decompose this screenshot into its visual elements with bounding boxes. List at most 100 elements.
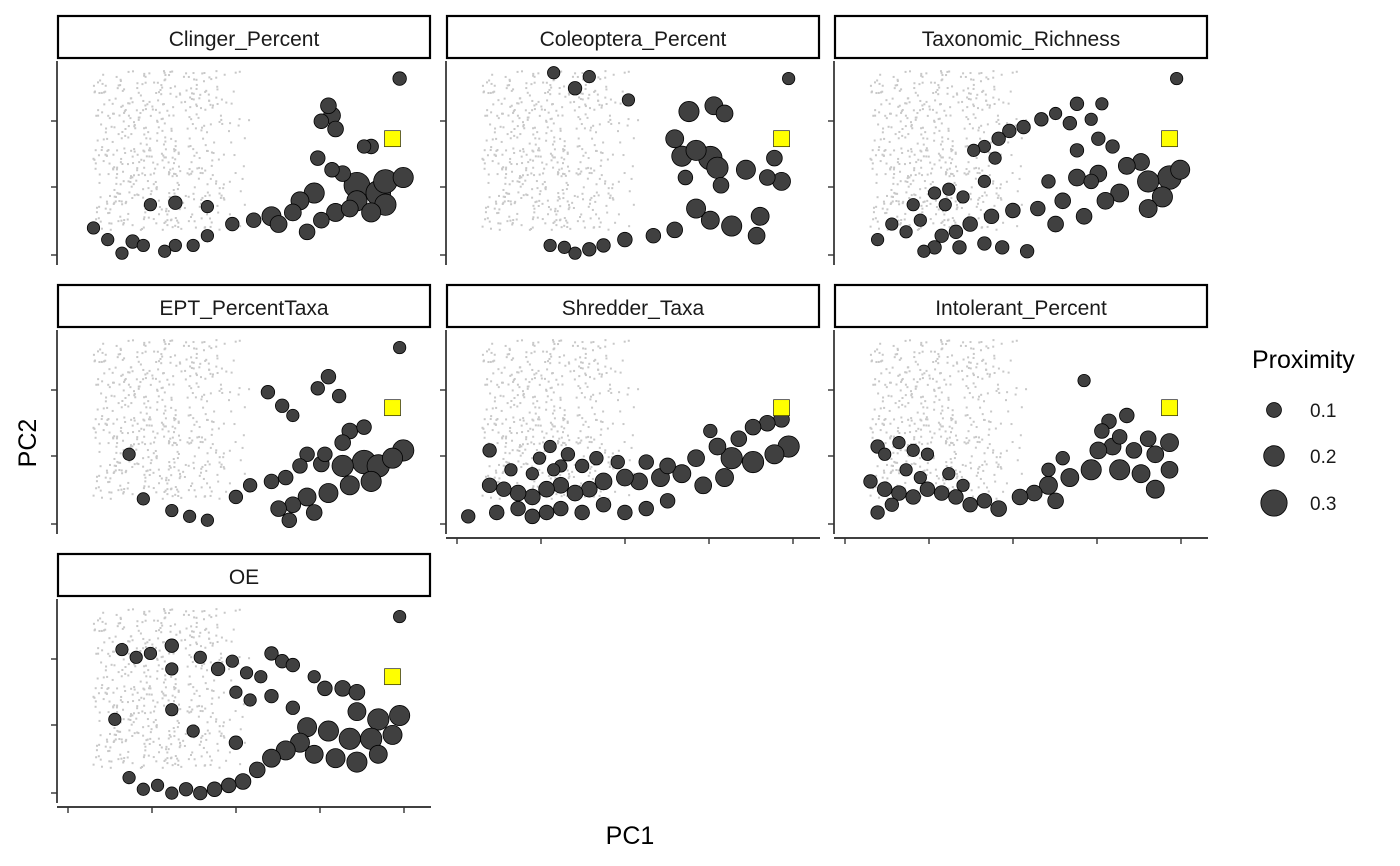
- background-point: [584, 382, 587, 385]
- background-point: [143, 671, 146, 674]
- x-axis-title: PC1: [606, 822, 655, 850]
- background-point: [491, 73, 494, 76]
- panel: Clinger_Percent: [51, 14, 432, 265]
- background-point: [1000, 342, 1003, 345]
- background-point: [881, 422, 884, 425]
- background-point: [934, 99, 937, 102]
- background-point: [513, 134, 516, 137]
- background-point: [155, 187, 158, 190]
- background-point: [193, 154, 196, 157]
- background-point: [137, 442, 140, 445]
- background-point: [92, 426, 95, 429]
- background-point: [1018, 446, 1021, 449]
- background-point: [222, 721, 225, 724]
- background-point: [508, 349, 511, 352]
- background-point: [1011, 441, 1014, 444]
- background-point: [545, 389, 548, 392]
- background-point: [604, 182, 607, 185]
- proximity-point: [338, 727, 361, 750]
- background-point: [211, 697, 214, 700]
- background-point: [143, 704, 146, 707]
- background-point: [591, 137, 594, 140]
- background-point: [157, 395, 160, 398]
- background-point: [577, 173, 580, 176]
- background-point: [885, 211, 888, 214]
- background-point: [230, 141, 233, 144]
- background-point: [483, 162, 486, 165]
- background-point: [877, 91, 880, 94]
- background-point: [177, 494, 180, 497]
- background-point: [584, 356, 587, 359]
- background-point: [607, 192, 610, 195]
- background-point: [203, 662, 206, 665]
- background-point: [873, 408, 876, 411]
- background-point: [983, 400, 986, 403]
- background-point: [146, 372, 149, 375]
- background-point: [116, 356, 119, 359]
- background-point: [178, 472, 181, 475]
- background-point: [163, 391, 166, 394]
- background-point: [986, 486, 989, 489]
- background-point: [103, 103, 106, 106]
- background-point: [911, 396, 914, 399]
- proximity-point: [164, 638, 179, 653]
- background-point: [131, 493, 134, 496]
- background-point: [486, 383, 489, 386]
- background-point: [189, 414, 192, 417]
- background-point: [904, 339, 907, 342]
- background-point: [116, 166, 119, 169]
- background-point: [1009, 359, 1012, 362]
- background-point: [571, 344, 574, 347]
- background-point: [608, 465, 611, 468]
- background-point: [133, 150, 136, 153]
- background-point: [947, 137, 950, 140]
- background-point: [198, 157, 201, 160]
- background-point: [160, 353, 163, 356]
- background-point: [551, 339, 554, 342]
- background-point: [885, 368, 888, 371]
- background-point: [160, 421, 163, 424]
- background-point: [191, 170, 194, 173]
- background-point: [582, 423, 585, 426]
- background-point: [882, 396, 885, 399]
- background-point: [882, 200, 885, 203]
- background-point: [524, 109, 527, 112]
- background-point: [122, 492, 125, 495]
- background-point: [933, 132, 936, 135]
- background-point: [920, 435, 923, 438]
- background-point: [117, 758, 120, 761]
- background-point: [606, 158, 609, 161]
- background-point: [930, 441, 933, 444]
- background-point: [120, 105, 123, 108]
- background-point: [113, 733, 116, 736]
- background-point: [148, 100, 151, 103]
- background-point: [919, 99, 922, 102]
- background-point: [101, 415, 104, 418]
- background-point: [521, 162, 524, 165]
- background-point: [154, 167, 157, 170]
- background-point: [556, 161, 559, 164]
- background-point: [520, 424, 523, 427]
- background-point: [230, 410, 233, 413]
- background-point: [233, 154, 236, 157]
- background-point: [968, 170, 971, 173]
- background-point: [961, 369, 964, 372]
- background-point: [218, 120, 221, 123]
- background-point: [561, 114, 564, 117]
- background-point: [528, 381, 531, 384]
- background-point: [200, 217, 203, 220]
- background-point: [239, 190, 242, 193]
- background-point: [950, 441, 953, 444]
- background-point: [488, 465, 491, 468]
- background-point: [174, 414, 177, 417]
- background-point: [522, 394, 525, 397]
- background-point: [981, 359, 984, 362]
- background-point: [130, 149, 133, 152]
- background-point: [218, 461, 221, 464]
- background-point: [519, 97, 522, 100]
- background-point: [169, 168, 172, 171]
- background-point: [967, 161, 970, 164]
- background-point: [897, 374, 900, 377]
- background-point: [132, 121, 135, 124]
- background-point: [164, 136, 167, 139]
